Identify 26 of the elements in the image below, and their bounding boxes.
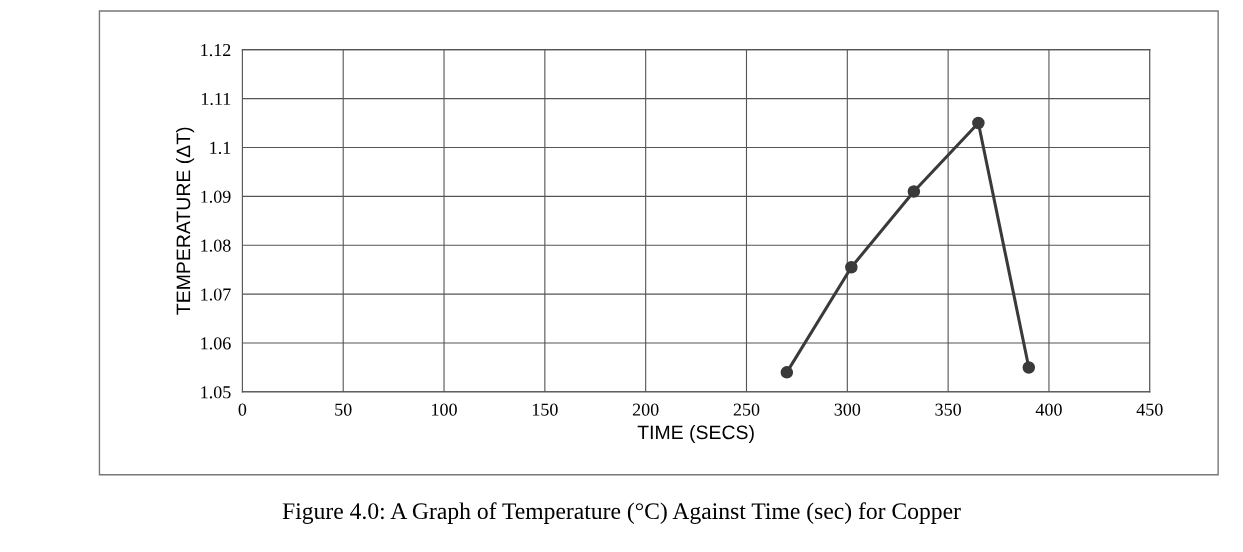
y-tick-label: 1.08 xyxy=(201,239,231,252)
x-tick-label: 350 xyxy=(935,403,961,416)
point xyxy=(907,185,921,198)
y-tick-label: 1.09 xyxy=(201,190,231,203)
y-axis-title: TEMPERATURE (ΔT) xyxy=(176,127,195,315)
x-tick-label: 50 xyxy=(335,403,352,416)
point xyxy=(845,260,858,274)
x-tick-label: 0 xyxy=(238,403,247,416)
y-tick-label: 1.12 xyxy=(201,43,231,57)
x-tick-label: 200 xyxy=(632,403,659,416)
x-tick-label: 400 xyxy=(1035,403,1062,416)
x-axis-title: TIME (SECS) xyxy=(637,424,754,444)
y-tick-label: 1.11 xyxy=(201,92,231,106)
x-tick-label: 450 xyxy=(1136,403,1163,416)
y-tick-label: 1.06 xyxy=(201,337,231,350)
x-tick-label: 250 xyxy=(733,403,760,416)
x-tick-label: 300 xyxy=(834,403,861,416)
y-tick-label: 1.1 xyxy=(210,141,231,154)
y-tick-label: 1.05 xyxy=(201,386,231,399)
x-tick-label: 150 xyxy=(532,403,558,416)
y-tick-label: 1.07 xyxy=(201,288,231,301)
point xyxy=(1022,361,1036,374)
x-tick-label: 100 xyxy=(432,403,457,416)
point xyxy=(780,366,794,379)
caption: Figure 4.0: A Graph of Temperature (°C) Against Time (sec) for Copper xyxy=(282,502,961,524)
point xyxy=(972,116,985,130)
